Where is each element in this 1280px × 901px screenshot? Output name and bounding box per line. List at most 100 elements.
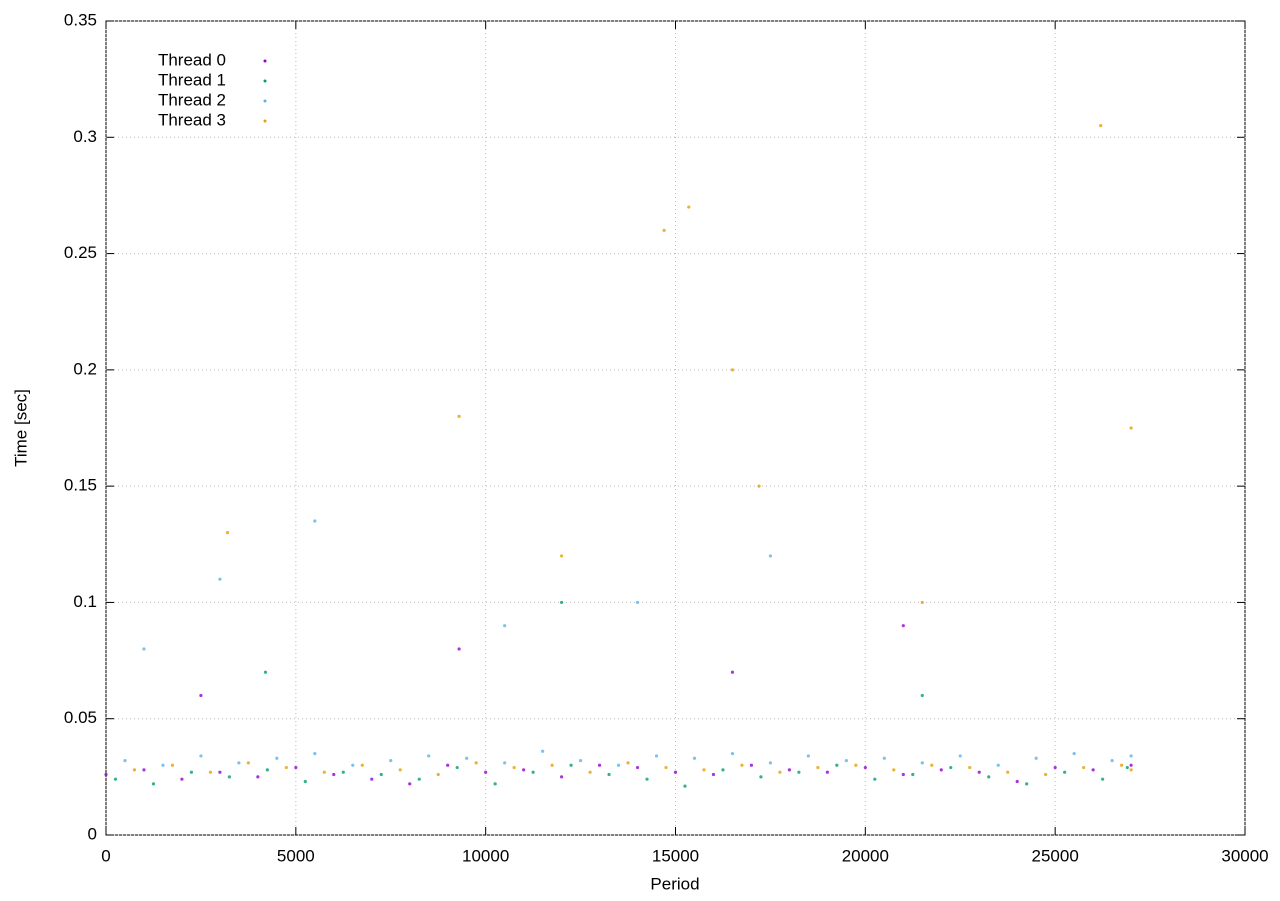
point	[531, 770, 535, 774]
point	[199, 693, 203, 698]
point	[123, 758, 127, 763]
point	[284, 765, 288, 770]
point	[939, 768, 943, 772]
point	[607, 772, 611, 777]
y-tick-label: 0.2	[73, 359, 97, 378]
point	[189, 770, 194, 774]
point	[1015, 779, 1019, 784]
point	[132, 768, 137, 772]
point	[1101, 777, 1105, 781]
x-tick-label: 25000	[1032, 846, 1079, 865]
point	[654, 754, 659, 758]
point	[550, 763, 554, 767]
point	[313, 752, 317, 756]
x-axis-label: Period	[650, 874, 699, 893]
point	[1129, 763, 1133, 767]
x-tick-label: 5000	[277, 846, 315, 865]
point	[778, 770, 782, 774]
point	[503, 761, 507, 765]
legend-marker	[263, 59, 267, 63]
point	[503, 624, 507, 628]
point	[1120, 763, 1124, 767]
point	[1091, 768, 1095, 772]
x-tick-label: 0	[101, 846, 110, 865]
point	[1053, 765, 1057, 770]
point	[313, 519, 317, 523]
point	[151, 782, 156, 786]
point	[560, 554, 564, 558]
point	[749, 763, 754, 767]
point	[635, 765, 640, 770]
point	[104, 772, 108, 777]
point	[768, 761, 773, 765]
point	[332, 772, 336, 777]
point	[512, 765, 516, 770]
legend-label: Thread 0	[158, 50, 226, 69]
point	[597, 763, 602, 767]
point	[930, 763, 934, 767]
point	[626, 761, 630, 765]
y-tick-label: 0.05	[64, 708, 97, 727]
point	[370, 777, 374, 781]
point	[673, 770, 678, 774]
point	[237, 761, 241, 765]
point	[1082, 765, 1086, 770]
point	[1025, 782, 1029, 786]
point	[275, 756, 279, 760]
y-tick-label: 0.35	[64, 10, 97, 29]
point	[987, 775, 991, 779]
y-tick-label: 0.1	[73, 592, 97, 611]
point	[1129, 754, 1133, 758]
point	[351, 763, 355, 767]
point	[920, 693, 924, 698]
legend-marker	[263, 79, 267, 83]
point	[398, 768, 402, 772]
point	[341, 770, 345, 774]
point	[484, 770, 488, 774]
point	[787, 768, 792, 772]
point	[457, 647, 461, 651]
point	[427, 754, 431, 758]
point	[408, 782, 412, 786]
point	[816, 765, 820, 770]
point	[360, 763, 364, 767]
point	[1063, 770, 1067, 774]
point	[721, 768, 725, 772]
point	[1099, 124, 1103, 128]
point	[263, 670, 268, 674]
point	[958, 754, 962, 758]
point	[417, 777, 421, 781]
point	[265, 768, 269, 772]
point	[246, 761, 250, 765]
point	[996, 763, 1000, 767]
point	[854, 763, 858, 767]
point	[142, 768, 146, 772]
point	[844, 758, 848, 763]
legend-marker	[263, 119, 267, 123]
point	[180, 777, 184, 781]
point	[208, 770, 213, 774]
point	[920, 761, 924, 765]
point	[730, 752, 735, 756]
point	[806, 754, 810, 758]
point	[225, 531, 230, 535]
y-tick-label: 0.25	[64, 243, 97, 262]
point	[1006, 770, 1010, 774]
point	[457, 414, 461, 418]
point	[465, 756, 469, 760]
point	[227, 775, 231, 779]
point	[541, 749, 545, 753]
point	[303, 779, 307, 784]
point	[645, 777, 649, 781]
point	[730, 368, 735, 372]
point	[256, 775, 260, 779]
point	[455, 765, 459, 770]
point	[578, 758, 583, 763]
point	[882, 756, 886, 760]
point	[664, 765, 668, 770]
point	[389, 758, 393, 763]
point	[797, 770, 801, 774]
point	[218, 770, 222, 774]
point	[825, 770, 829, 774]
point	[901, 624, 905, 628]
